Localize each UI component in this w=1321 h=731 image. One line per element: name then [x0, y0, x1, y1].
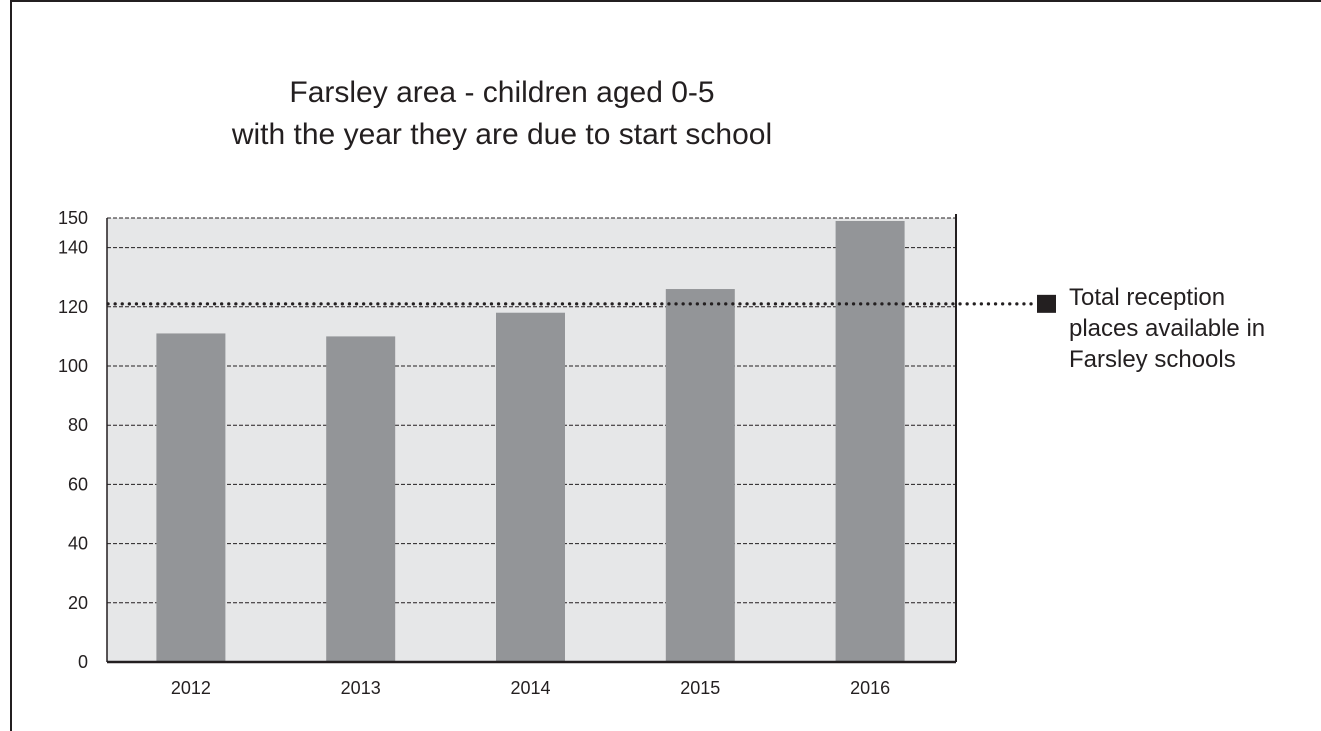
bar-2016 — [835, 220, 905, 662]
reference-label-line-3: Farsley schools — [1069, 346, 1236, 373]
y-tick-label-150: 150 — [58, 208, 88, 228]
x-tick-label-2013: 2013 — [341, 678, 381, 698]
bar-2014 — [496, 312, 565, 662]
grid-lines — [107, 217, 956, 604]
y-axis-tick-labels: 0 20 40 60 80 100 120 140 150 — [58, 208, 88, 672]
bars — [156, 220, 905, 662]
x-tick-label-2015: 2015 — [680, 678, 720, 698]
x-tick-label-2014: 2014 — [510, 678, 550, 698]
chart-title-line-2: with the year they are due to start scho… — [231, 118, 772, 151]
reference-label-line-2: places available in — [1069, 315, 1265, 342]
y-tick-label-20: 20 — [68, 593, 88, 613]
x-tick-label-2016: 2016 — [850, 678, 890, 698]
reference-line-marker — [1037, 294, 1056, 313]
chart-title-line-1: Farsley area - children aged 0-5 — [289, 76, 714, 109]
bar-2015 — [665, 289, 735, 662]
x-tick-label-2012: 2012 — [171, 678, 211, 698]
bar-2012 — [156, 333, 226, 662]
y-tick-label-0: 0 — [78, 652, 88, 672]
y-tick-label-40: 40 — [68, 534, 88, 554]
y-tick-label-120: 120 — [58, 297, 88, 317]
reference-label-line-1: Total reception — [1069, 284, 1225, 311]
y-tick-label-100: 100 — [58, 356, 88, 376]
y-tick-label-80: 80 — [68, 415, 88, 435]
y-tick-label-60: 60 — [68, 474, 88, 494]
y-tick-label-140: 140 — [58, 238, 88, 258]
x-axis-tick-labels: 2012 2013 2014 2015 2016 — [171, 678, 890, 698]
bar-2013 — [326, 336, 396, 662]
